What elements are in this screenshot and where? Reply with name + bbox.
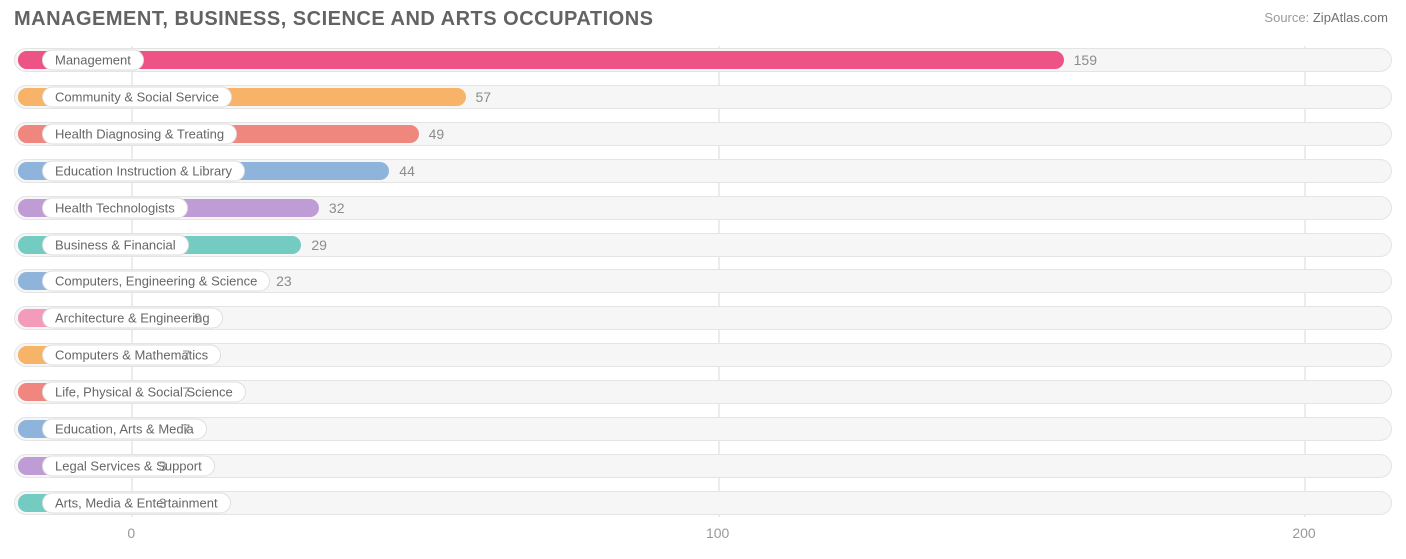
bar-cap: [18, 236, 36, 254]
bar-row: Business & Financial 29: [14, 231, 1392, 259]
bar-value: 159: [1074, 52, 1097, 68]
bar-cap: [18, 125, 36, 143]
bars-container: Management 159 Community & Social Service 5…: [14, 46, 1392, 517]
bar-row: Architecture & Engineering9: [14, 304, 1392, 332]
bar-row: Arts, Media & Entertainment3: [14, 489, 1392, 517]
bar-row: Computers & Mathematics7: [14, 341, 1392, 369]
source-value: ZipAtlas.com: [1313, 10, 1388, 25]
bar-value: 57: [476, 89, 492, 105]
bar-row: Education, Arts & Media7: [14, 415, 1392, 443]
bar-label: Management: [42, 50, 144, 71]
bar-cap: [18, 457, 36, 475]
bar-label: Education Instruction & Library: [42, 160, 245, 181]
bar-track: [14, 417, 1392, 441]
bar-value: 7: [182, 421, 190, 437]
bar-row: Life, Physical & Social Science7: [14, 378, 1392, 406]
bar-row: Legal Services & Support3: [14, 452, 1392, 480]
bar-row: Computers, Engineering & Science 23: [14, 267, 1392, 295]
bar-cap: [18, 420, 36, 438]
x-tick-label: 200: [1292, 525, 1315, 541]
bar-label: Health Diagnosing & Treating: [42, 123, 237, 144]
bar-row: Management 159: [14, 46, 1392, 74]
bar-row: Community & Social Service 57: [14, 83, 1392, 111]
bar-cap: [18, 199, 36, 217]
source-attribution: Source: ZipAtlas.com: [1264, 10, 1388, 25]
bar-value: 32: [329, 200, 345, 216]
x-tick-label: 0: [127, 525, 135, 541]
bar-fill: [18, 51, 1064, 69]
bar-cap: [18, 162, 36, 180]
bar-label: Computers, Engineering & Science: [42, 271, 270, 292]
bar-row: Health Technologists 32: [14, 194, 1392, 222]
bar-row: Health Diagnosing & Treating 49: [14, 120, 1392, 148]
bar-label: Arts, Media & Entertainment: [42, 492, 231, 513]
bar-label: Community & Social Service: [42, 86, 232, 107]
bar-value: 23: [276, 273, 292, 289]
x-tick-label: 100: [706, 525, 729, 541]
bar-value: 49: [429, 126, 445, 142]
bar-value: 7: [182, 384, 190, 400]
bar-value: 7: [182, 347, 190, 363]
bar-label: Legal Services & Support: [42, 455, 215, 476]
bar-label: Computers & Mathematics: [42, 345, 221, 366]
bar-cap: [18, 494, 36, 512]
bar-value: 29: [311, 237, 327, 253]
bar-track: [14, 454, 1392, 478]
bar-cap: [18, 51, 36, 69]
chart-title: MANAGEMENT, BUSINESS, SCIENCE AND ARTS O…: [14, 8, 653, 31]
bar-value: 44: [399, 163, 415, 179]
source-label: Source:: [1264, 10, 1309, 25]
bar-value: 3: [159, 495, 167, 511]
bar-row: Education Instruction & Library 44: [14, 157, 1392, 185]
bar-value: 3: [159, 458, 167, 474]
chart-area: Management 159 Community & Social Service 5…: [14, 46, 1392, 545]
bar-cap: [18, 88, 36, 106]
bar-label: Business & Financial: [42, 234, 189, 255]
bar-label: Life, Physical & Social Science: [42, 382, 246, 403]
bar-value: 9: [194, 310, 202, 326]
bar-label: Health Technologists: [42, 197, 188, 218]
